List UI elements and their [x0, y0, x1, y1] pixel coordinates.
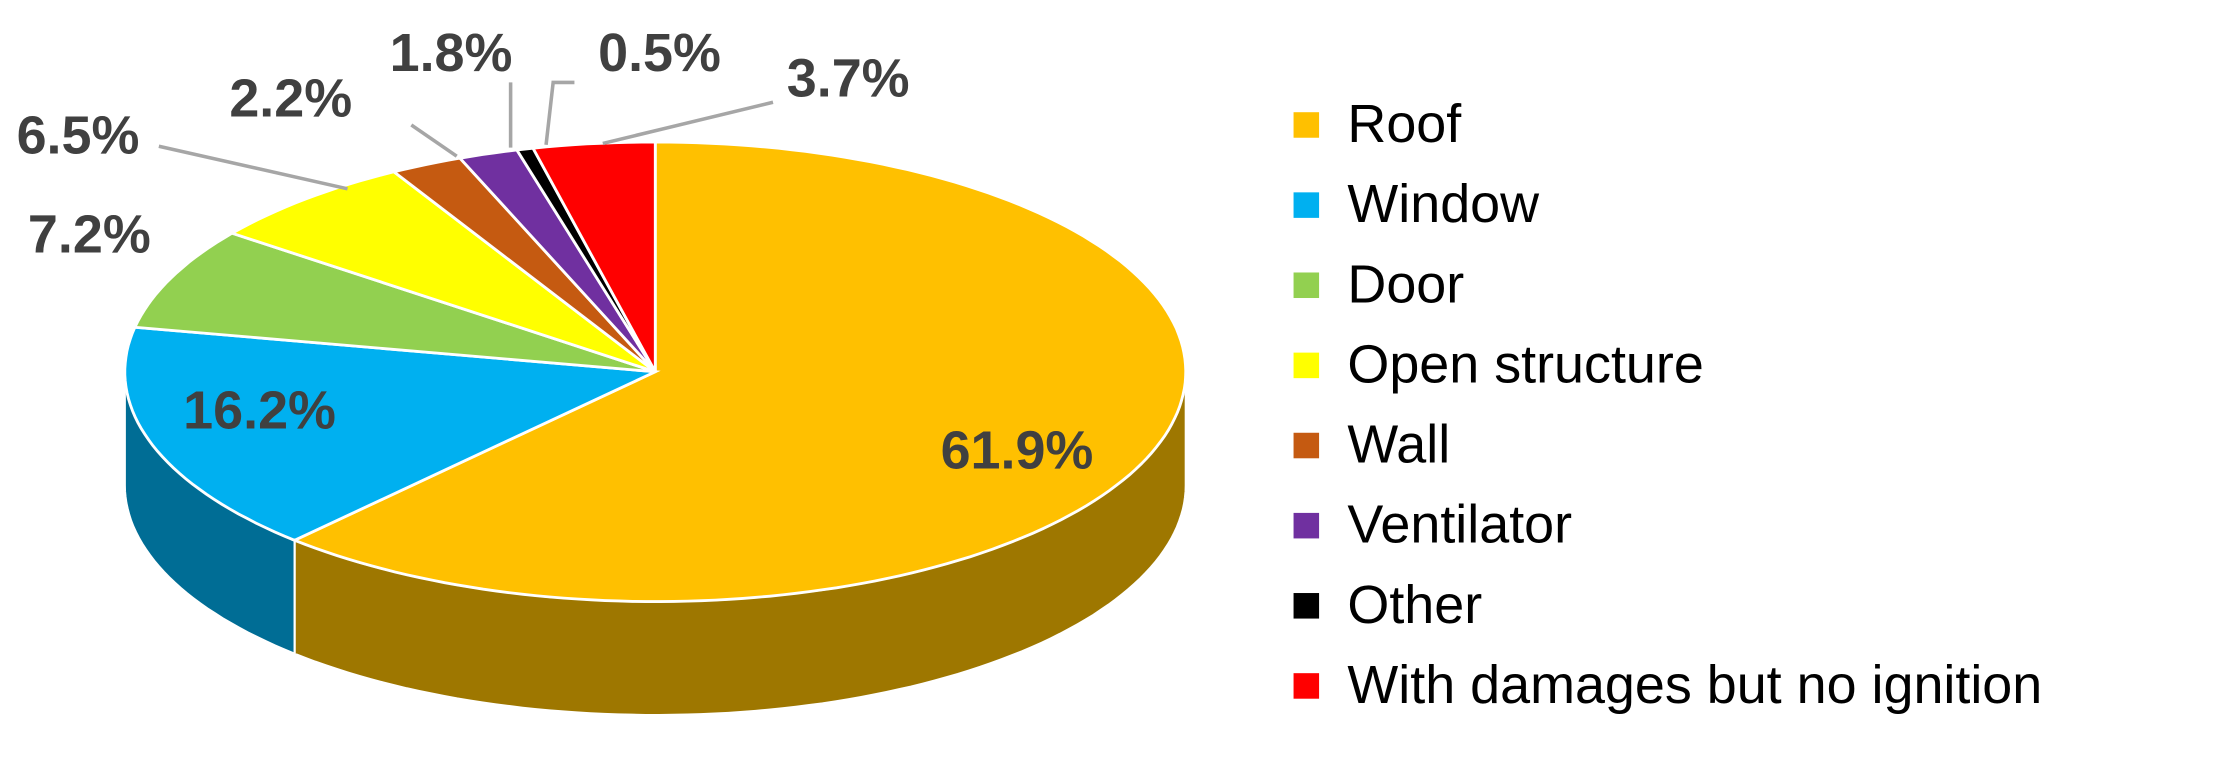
data-label: 61.9% [941, 420, 1094, 480]
leader-line [602, 100, 774, 146]
legend-swatch [1293, 192, 1320, 218]
slice [123, 325, 661, 542]
legend-swatch [1293, 352, 1320, 379]
legend-swatch [1293, 432, 1320, 459]
data-label: 1.8% [390, 23, 513, 83]
data-label: 16.2% [183, 381, 336, 441]
legend-swatch [1293, 673, 1320, 699]
legend-label: With damages but no ignition [1347, 655, 2042, 715]
leader-line [410, 123, 458, 158]
data-label: 2.2% [229, 69, 352, 129]
legend-label: Roof [1347, 94, 1462, 154]
slice [132, 231, 656, 374]
leader-line [158, 144, 348, 191]
legend-label: Other [1347, 575, 1482, 635]
legend-swatch [1293, 512, 1320, 539]
legend-label: Open structure [1347, 334, 1703, 394]
slice [390, 156, 657, 373]
slice [290, 140, 1188, 603]
legend-label: Window [1347, 174, 1540, 234]
legend-label: Door [1347, 254, 1464, 314]
slice [530, 140, 657, 373]
slice [457, 148, 657, 373]
leader-line [544, 80, 575, 146]
slice [228, 170, 657, 374]
data-label: 3.7% [787, 49, 910, 109]
data-label: 7.2% [28, 205, 151, 265]
data-label: 6.5% [17, 105, 140, 165]
legend-swatch [1293, 593, 1320, 619]
legend-swatch [1293, 112, 1320, 138]
legend-label: Wall [1347, 415, 1450, 475]
legend-swatch [1293, 272, 1320, 299]
data-label: 0.5% [598, 23, 721, 83]
legend-label: Ventilator [1347, 495, 1572, 555]
